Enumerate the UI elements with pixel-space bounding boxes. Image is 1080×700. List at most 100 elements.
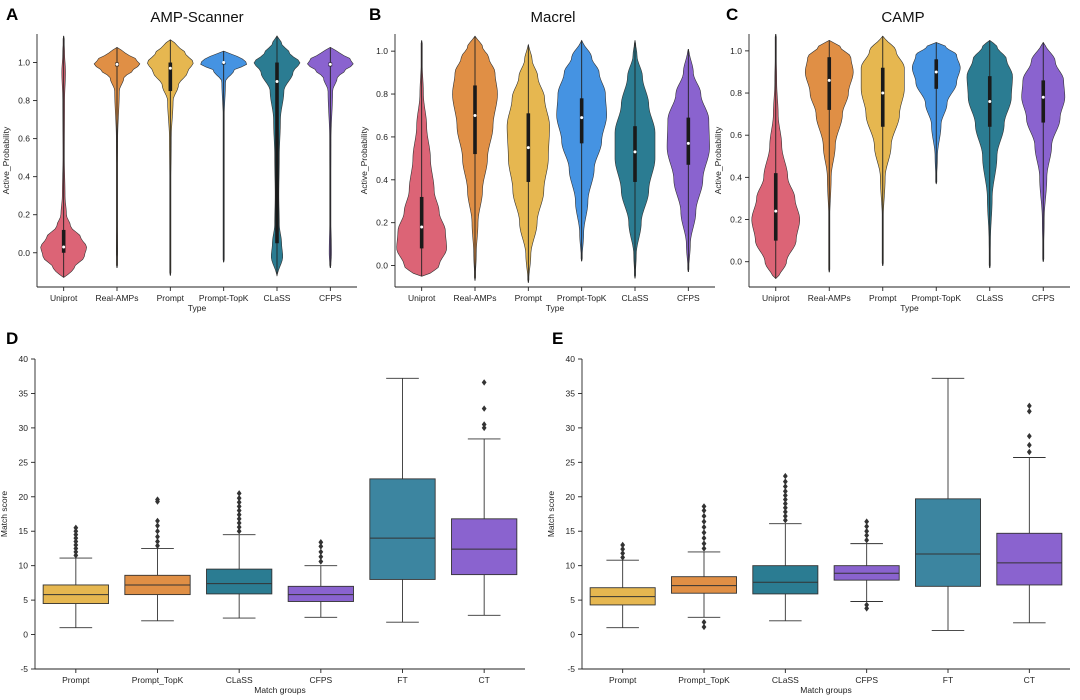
x-tick-label-prompt-topk: Prompt_TopK — [132, 675, 184, 685]
y-tick-label: 0.4 — [376, 175, 388, 185]
x-axis-label: Type — [900, 303, 919, 313]
outlier-prompt-topk — [155, 517, 160, 525]
y-tick-label: -5 — [20, 664, 28, 674]
y-tick-label: 25 — [19, 457, 29, 467]
outlier-cfps — [864, 523, 870, 530]
outlier-class — [236, 499, 242, 506]
y-axis-label: Match score — [546, 491, 556, 538]
x-axis-label: Match groups — [254, 685, 306, 695]
y-tick-label: 1.0 — [18, 58, 30, 68]
outlier-class — [236, 490, 242, 497]
outlier-prompt — [73, 528, 79, 535]
outlier-cfps — [318, 558, 324, 565]
violin-median-prompt — [881, 91, 885, 95]
y-tick-label: 0 — [23, 630, 28, 640]
y-axis-label: Active_Probability — [359, 126, 369, 194]
violin-iqr-class — [275, 62, 279, 244]
y-tick-label: 0 — [570, 630, 575, 640]
y-axis-label: Active_Probability — [713, 126, 723, 194]
outlier-cfps — [864, 532, 870, 539]
violin-median-prompt-topk — [580, 116, 584, 120]
panel-title-macrel: Macrel — [530, 9, 575, 26]
violin-median-class — [633, 150, 637, 154]
outlier-class — [782, 508, 788, 516]
y-tick-label: 0.2 — [376, 218, 388, 228]
x-tick-label-prompt: Prompt — [869, 293, 897, 303]
violin-panel-macrel: 0.0 0.2 0.4 0.6 0.8 1.0 Uniprot Real-AMPs Prompt… — [359, 34, 715, 313]
panel-title-amp-scanner: AMP-Scanner — [150, 9, 243, 26]
violin-iqr-uniprot — [773, 173, 778, 241]
outlier-cfps — [318, 539, 324, 546]
x-tick-label-ct: CT — [1024, 675, 1035, 685]
box-prompt-topk — [671, 576, 737, 594]
box-class — [752, 565, 819, 595]
x-tick-label-uniprot: Uniprot — [50, 293, 78, 303]
x-tick-label-uniprot: Uniprot — [408, 293, 436, 303]
boxplot-panel-e: -5 0 5 10 15 20 25 30 35 40 Prompt Prompt_TopK CLaSS… — [546, 354, 1070, 695]
violin-median-uniprot — [62, 245, 66, 249]
x-tick-label-prompt: Prompt — [515, 293, 543, 303]
x-tick-label-cfps: CFPS — [677, 293, 700, 303]
y-tick-label: 10 — [566, 561, 576, 571]
panel-title-camp: CAMP — [881, 9, 924, 26]
outlier-prompt-topk — [701, 507, 707, 514]
y-tick-label: 0.2 — [730, 215, 742, 225]
x-tick-label-uniprot: Uniprot — [762, 293, 790, 303]
outlier-prompt — [620, 545, 626, 553]
outlier-cfps — [318, 543, 324, 550]
outlier-ct — [1026, 448, 1032, 456]
x-tick-label-real-amps: Real-AMPs — [96, 293, 139, 303]
y-tick-label: 0.6 — [18, 134, 30, 144]
box-ft — [915, 498, 981, 587]
violin-median-cfps — [328, 62, 332, 66]
outlier-class — [782, 478, 788, 485]
outlier-class — [782, 512, 788, 520]
x-tick-label-prompt: Prompt — [609, 675, 637, 685]
x-axis-label: Type — [188, 303, 207, 313]
y-tick-label: 0.8 — [18, 96, 30, 106]
violin-median-cfps — [1041, 95, 1045, 99]
outlier-cfps — [318, 548, 324, 556]
y-tick-label: 0.4 — [730, 172, 742, 182]
outlier-cfps — [318, 553, 324, 560]
outlier-class — [236, 515, 242, 523]
outlier-class — [236, 523, 242, 531]
outlier-prompt — [73, 534, 79, 542]
y-tick-label: 30 — [19, 423, 29, 433]
y-tick-label: 0.8 — [730, 88, 742, 98]
outlier-prompt — [73, 538, 79, 545]
y-tick-label: 5 — [23, 595, 28, 605]
outlier-class — [782, 504, 788, 511]
y-tick-label: 10 — [19, 561, 29, 571]
x-tick-label-prompt: Prompt — [62, 675, 90, 685]
violin-iqr-real-amps — [473, 85, 477, 155]
outlier-class — [782, 488, 788, 495]
outlier-prompt — [620, 550, 626, 557]
violin-median-uniprot — [774, 209, 778, 213]
y-tick-label: 0.0 — [18, 248, 30, 258]
x-tick-label-class: CLaSS — [772, 675, 799, 685]
violin-panel-amp-scanner: 0.0 0.2 0.4 0.6 0.8 1.0 Uniprot Real-AMPs Prompt… — [1, 34, 357, 313]
violin-iqr-uniprot — [419, 196, 424, 249]
x-tick-label-class: CLaSS — [622, 293, 649, 303]
outlier-cfps — [864, 536, 870, 544]
outlier-prompt-topk — [701, 518, 707, 525]
violin-iqr-cfps — [686, 117, 691, 165]
y-tick-label: 25 — [566, 457, 576, 467]
violin-median-prompt-topk — [934, 70, 938, 74]
y-tick-label: 5 — [570, 595, 575, 605]
outlier-class — [782, 500, 788, 507]
outlier-prompt — [73, 541, 79, 549]
y-tick-label: 15 — [19, 526, 29, 536]
y-tick-label: 0.4 — [18, 172, 30, 182]
outlier-prompt-topk — [701, 618, 707, 626]
box-ct — [451, 518, 518, 576]
outlier-class — [236, 519, 242, 527]
outlier-prompt-topk — [155, 533, 160, 540]
y-axis-label: Active_Probability — [1, 126, 11, 194]
x-tick-label-prompt-topk: Prompt-TopK — [557, 293, 607, 303]
violin-iqr-uniprot — [61, 229, 66, 253]
outlier-class — [782, 472, 788, 480]
outlier-cfps — [864, 605, 870, 612]
outlier-prompt-topk — [701, 534, 707, 542]
